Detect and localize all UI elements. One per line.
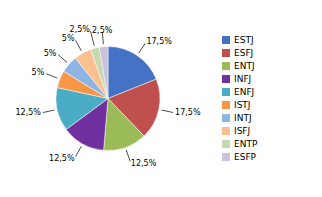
data-label: 5%	[62, 34, 75, 43]
legend-label: ISTJ	[234, 100, 251, 110]
legend-label: ESTJ	[234, 35, 254, 45]
legend-label: ENTP	[234, 139, 258, 149]
legend-item: ISFJ	[222, 126, 250, 136]
legend-label: INFJ	[234, 74, 251, 84]
legend-swatch	[222, 127, 230, 135]
data-label: 2,5%	[70, 25, 91, 34]
pie-slice	[91, 47, 108, 98]
pie-slice	[99, 47, 108, 99]
data-labels: 17,5%17,5%12,5%12,5%12,5%5%5%5%2,5%2,5%	[15, 25, 200, 168]
legend-item: INTJ	[222, 113, 252, 123]
chart: 17,5%17,5%12,5%12,5%12,5%5%5%5%2,5%2,5%E…	[0, 0, 322, 197]
legend-label: ENFJ	[234, 87, 254, 97]
data-label: 12,5%	[15, 108, 41, 117]
legend-label: ESFP	[234, 152, 257, 162]
leader-line	[43, 110, 55, 113]
data-label: 12,5%	[49, 154, 75, 163]
leader-line	[76, 146, 82, 156]
legend-swatch	[222, 153, 230, 161]
legend-label: ENTJ	[234, 61, 255, 71]
leader-line	[126, 150, 130, 161]
legend-swatch	[222, 88, 230, 96]
data-label: 5%	[44, 49, 57, 58]
legend-item: INFJ	[222, 74, 251, 84]
legend-item: ESTJ	[222, 35, 254, 45]
legend-swatch	[222, 62, 230, 70]
leader-line	[76, 40, 82, 50]
leader-line	[139, 43, 146, 53]
legend-swatch	[222, 114, 230, 122]
legend-swatch	[222, 101, 230, 109]
leader-line	[161, 110, 173, 113]
legend: ESTJ ESFJ ENTJ INFJ ENFJ ISTJ INTJ ISFJ ENTP ESFP	[222, 35, 258, 162]
legend-item: ENTJ	[222, 61, 255, 71]
legend-swatch	[222, 36, 230, 44]
leader-line	[58, 55, 67, 63]
pie	[56, 47, 160, 151]
data-label: 17,5%	[146, 37, 172, 46]
legend-swatch	[222, 140, 230, 148]
legend-item: ENTP	[222, 139, 258, 149]
legend-swatch	[222, 49, 230, 57]
legend-label: ISFJ	[234, 126, 250, 136]
data-label: 12,5%	[131, 159, 157, 168]
legend-swatch	[222, 75, 230, 83]
data-label: 5%	[32, 68, 45, 77]
legend-label: INTJ	[234, 113, 252, 123]
legend-item: ISTJ	[222, 100, 251, 110]
legend-item: ESFP	[222, 152, 257, 162]
legend-label: ESFJ	[234, 48, 253, 58]
data-label: 17,5%	[175, 108, 201, 117]
pie-slice	[104, 99, 144, 151]
legend-item: ESFJ	[222, 48, 253, 58]
leader-line	[46, 74, 57, 78]
data-label: 2,5%	[92, 26, 113, 35]
legend-item: ENFJ	[222, 87, 254, 97]
